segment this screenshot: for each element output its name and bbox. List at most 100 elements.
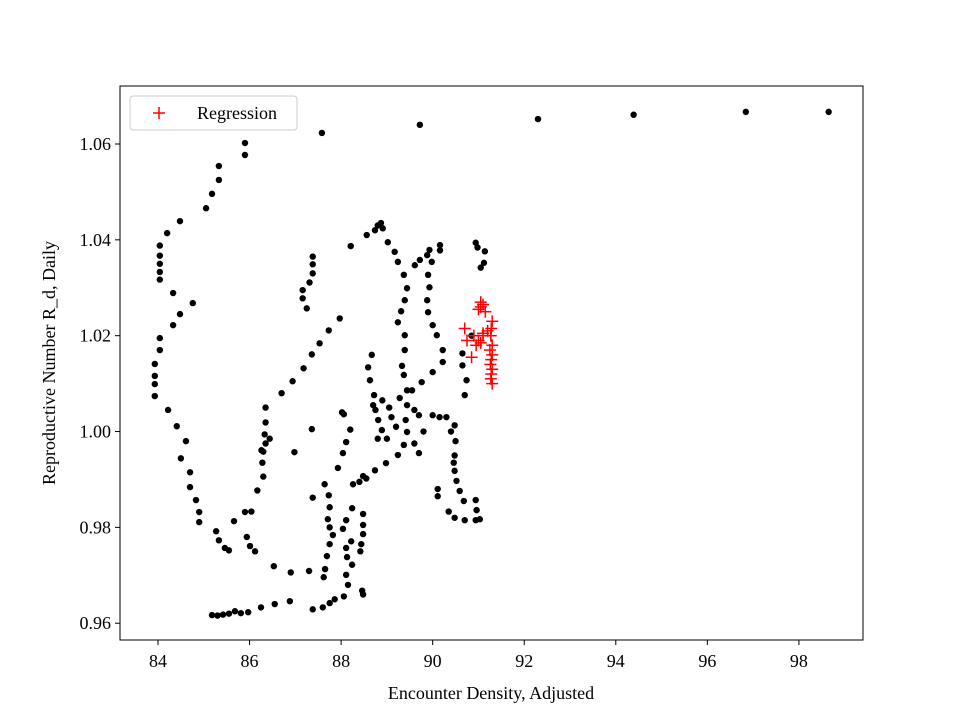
point: [371, 227, 379, 234]
point: [452, 437, 459, 445]
point: [400, 271, 408, 279]
point: [461, 516, 468, 524]
point: [467, 329, 480, 342]
point: [151, 372, 158, 380]
point: [378, 426, 386, 434]
point: [215, 176, 223, 184]
point: [429, 412, 436, 419]
point: [182, 437, 190, 445]
point: [436, 413, 443, 421]
point: [359, 521, 367, 529]
point: [342, 438, 350, 446]
point: [321, 565, 329, 573]
point: [357, 548, 364, 555]
point: [403, 428, 411, 436]
point: [348, 505, 356, 512]
point: [344, 581, 352, 589]
point: [320, 574, 327, 581]
point: [321, 481, 328, 488]
point: [403, 401, 411, 409]
point: [372, 406, 379, 414]
point: [251, 548, 259, 555]
point: [156, 268, 164, 276]
point: [398, 362, 406, 370]
point: [356, 478, 363, 486]
point: [423, 251, 431, 259]
point: [359, 510, 367, 518]
point: [385, 404, 393, 411]
point: [434, 493, 441, 500]
point: [316, 340, 323, 347]
point: [451, 467, 458, 475]
point: [208, 611, 216, 619]
point: [374, 435, 381, 442]
point: [291, 448, 298, 456]
point: [382, 459, 390, 467]
y-axis-label: Reproductive Number R_d, Daily: [39, 241, 59, 485]
point: [476, 516, 484, 523]
point: [426, 246, 433, 254]
point: [151, 360, 158, 368]
point: [173, 423, 180, 430]
point: [212, 528, 220, 535]
legend-label: Regression: [197, 103, 277, 123]
x-tick-label: 88: [332, 651, 350, 671]
point: [486, 363, 499, 376]
point: [415, 412, 423, 419]
point: [336, 315, 343, 322]
point: [319, 604, 327, 611]
point: [379, 397, 386, 404]
point: [258, 447, 265, 454]
point: [479, 305, 492, 318]
point: [241, 139, 249, 147]
point: [436, 247, 444, 254]
point: [443, 413, 450, 421]
point: [484, 372, 497, 385]
point: [342, 516, 350, 524]
point: [463, 377, 470, 384]
point: [416, 121, 424, 129]
point: [424, 309, 432, 316]
point: [225, 547, 233, 554]
point: [411, 440, 418, 447]
point: [169, 289, 177, 297]
point: [347, 426, 354, 433]
x-tick-label: 90: [424, 651, 442, 671]
point: [151, 380, 158, 388]
point: [244, 609, 252, 616]
point: [474, 336, 487, 349]
point: [309, 494, 316, 501]
point: [286, 597, 294, 605]
point: [480, 259, 488, 267]
point: [176, 217, 184, 225]
point: [349, 481, 357, 488]
x-tick-label: 86: [241, 651, 259, 671]
point: [208, 190, 216, 198]
point: [484, 329, 497, 342]
point: [215, 537, 223, 544]
point: [309, 270, 316, 277]
point: [374, 222, 381, 229]
point: [289, 378, 296, 385]
x-tick-label: 84: [149, 651, 167, 671]
point: [254, 487, 261, 494]
point: [325, 327, 332, 334]
point: [195, 518, 203, 526]
point: [473, 506, 480, 514]
point: [394, 319, 402, 326]
point: [156, 242, 164, 249]
point: [342, 571, 350, 579]
point: [215, 162, 223, 170]
x-tick-label: 98: [790, 651, 808, 671]
point: [192, 496, 200, 504]
point: [472, 303, 485, 316]
point: [408, 387, 416, 394]
point: [415, 449, 423, 457]
point: [303, 305, 310, 312]
point: [306, 279, 313, 286]
point: [411, 262, 419, 269]
point: [340, 593, 348, 600]
point: [392, 423, 400, 430]
